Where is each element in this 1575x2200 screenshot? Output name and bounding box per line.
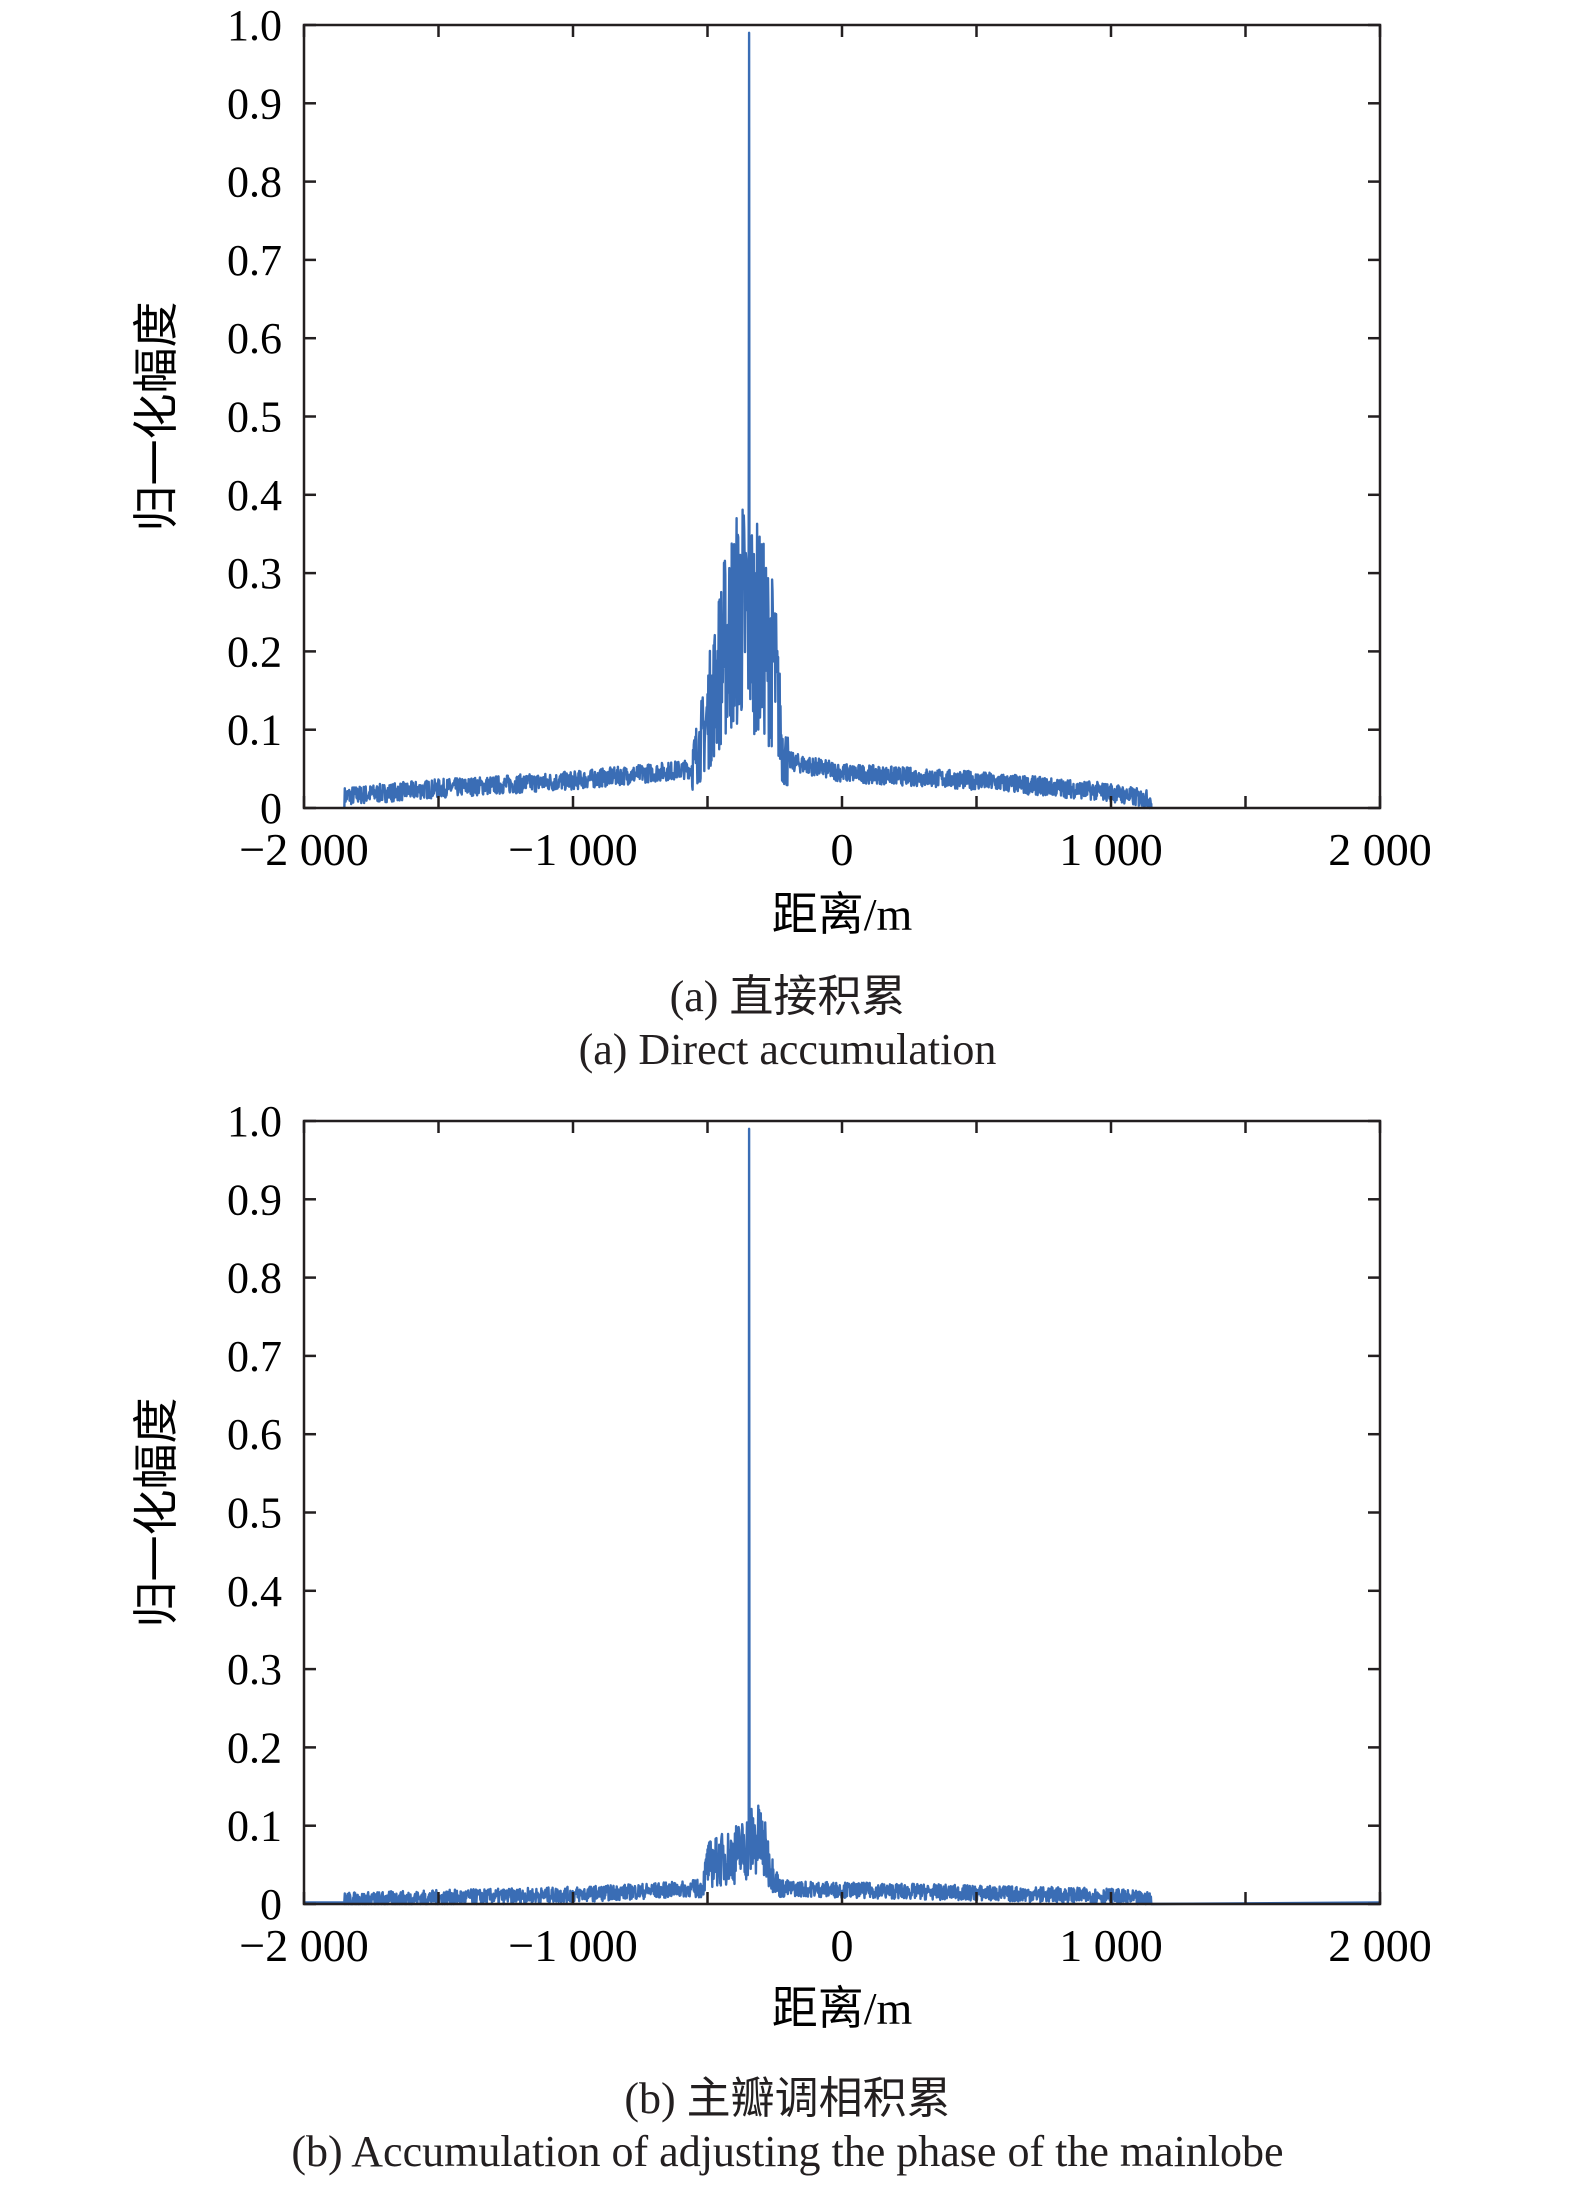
x-axis-label: 距离/m: [772, 1983, 913, 2034]
x-tick-label: −1 000: [508, 824, 637, 875]
x-tick-label: 2 000: [1328, 1920, 1432, 1971]
y-tick-label: 0.5: [227, 393, 282, 442]
y-axis-label: 归一化幅度: [129, 1398, 183, 1628]
y-tick-label: 0.6: [227, 314, 282, 363]
y-tick-label: 0.9: [227, 1175, 282, 1224]
caption-b-cn: (b) 主瓣调相积累: [624, 2074, 951, 2123]
x-tick-label: −1 000: [508, 1920, 637, 1971]
data-series-line: [343, 31, 1153, 810]
x-tick-label: 1 000: [1059, 1920, 1163, 1971]
y-tick-label: 0.7: [227, 1332, 282, 1381]
y-tick-label: 0.6: [227, 1410, 282, 1459]
y-tick-label: 0.2: [227, 1723, 282, 1772]
x-tick-label: 2 000: [1328, 824, 1432, 875]
y-tick-label: 0.7: [227, 236, 282, 285]
y-tick-label: 0.4: [227, 471, 282, 520]
caption-a-cn: (a) 直接积累: [669, 972, 906, 1021]
y-tick-label: 0.2: [227, 627, 282, 676]
plot-frame: [302, 1119, 1382, 1906]
x-axis-label: 距离/m: [772, 889, 913, 940]
y-tick-label: 0.3: [227, 549, 282, 598]
caption-a-en: (a) Direct accumulation: [578, 1025, 997, 1074]
y-tick-label: 0.8: [227, 1254, 282, 1303]
y-tick-label: 0.4: [227, 1567, 282, 1616]
x-tick-label: 0: [831, 1920, 854, 1971]
x-tick-label: −2 000: [239, 1920, 368, 1971]
y-tick-label: 0.5: [227, 1489, 282, 1538]
y-tick-label: 0: [260, 784, 282, 833]
y-tick-label: 0: [260, 1880, 282, 1929]
x-tick-label: −2 000: [239, 824, 368, 875]
caption-b-en: (b) Accumulation of adjusting the phase …: [291, 2127, 1284, 2176]
y-tick-label: 0.9: [227, 79, 282, 128]
data-series-line: [304, 1127, 1381, 1906]
y-axis-label: 归一化幅度: [129, 302, 183, 532]
y-tick-label: 0.1: [227, 706, 282, 755]
y-tick-label: 1.0: [227, 1, 282, 50]
y-tick-label: 0.1: [227, 1802, 282, 1851]
x-tick-label: 1 000: [1059, 824, 1163, 875]
y-tick-label: 1.0: [227, 1097, 282, 1146]
x-tick-label: 0: [831, 824, 854, 875]
y-tick-label: 0.8: [227, 158, 282, 207]
y-tick-label: 0.3: [227, 1645, 282, 1694]
plot-frame: [302, 23, 1382, 810]
